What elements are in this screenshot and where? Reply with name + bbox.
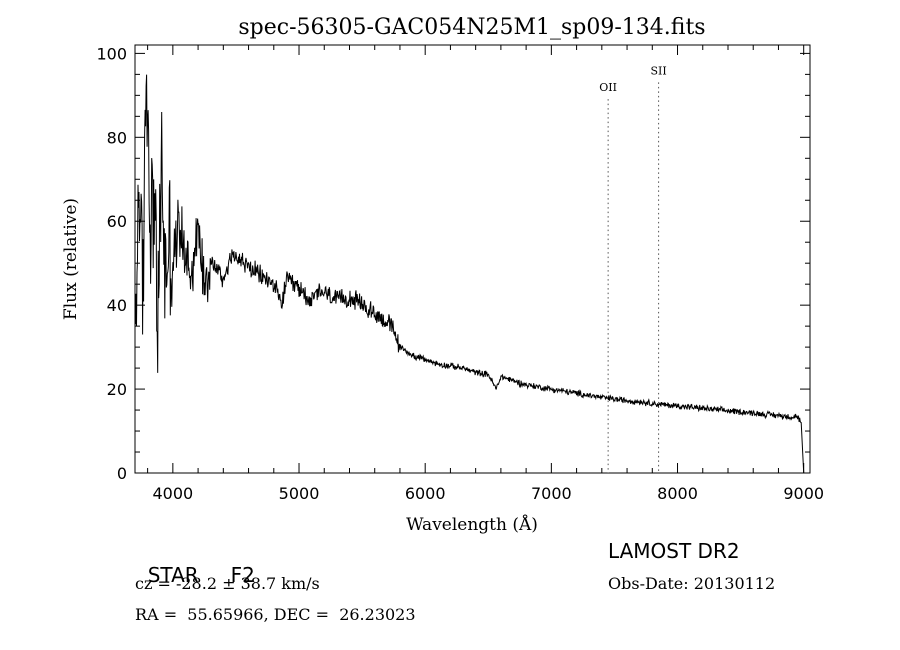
chart-title: spec-56305-GAC054N25M1_sp09-134.fits xyxy=(238,15,705,40)
y-tick-label: 100 xyxy=(96,44,127,63)
x-tick-label: 5000 xyxy=(279,484,320,503)
subclass-label: F2 xyxy=(230,563,255,587)
annotation-label: SII xyxy=(650,64,666,77)
y-tick-label: 0 xyxy=(117,464,127,483)
plot-frame xyxy=(134,44,811,474)
y-axis-label: Flux (relative) xyxy=(61,198,81,320)
class-label: STAR xyxy=(147,563,199,587)
annotation-label: OII xyxy=(599,81,617,94)
x-tick-label: 9000 xyxy=(783,484,824,503)
object-class: STAR F2 xyxy=(135,539,255,587)
line-annotations: OII SII xyxy=(599,64,667,473)
x-tick-label: 7000 xyxy=(531,484,572,503)
coords-text: RA = 55.65966, DEC = 26.23023 xyxy=(135,605,416,624)
x-axis-label: Wavelength (Å) xyxy=(406,514,538,535)
spectrum-line xyxy=(134,74,805,474)
y-tick-label: 60 xyxy=(107,212,127,231)
x-tick-label: 6000 xyxy=(405,484,446,503)
y-tick-label: 20 xyxy=(107,380,127,399)
survey-label: LAMOST DR2 xyxy=(608,539,740,563)
x-axis: 4000 5000 6000 7000 8000 9000 xyxy=(147,45,824,503)
obs-date: Obs-Date: 20130112 xyxy=(608,574,776,593)
cz-text: cz = -28.2 ± 38.7 km/s xyxy=(135,574,320,593)
y-tick-label: 80 xyxy=(107,128,127,147)
x-tick-label: 8000 xyxy=(657,484,698,503)
y-tick-label: 40 xyxy=(107,296,127,315)
x-tick-label: 4000 xyxy=(152,484,193,503)
